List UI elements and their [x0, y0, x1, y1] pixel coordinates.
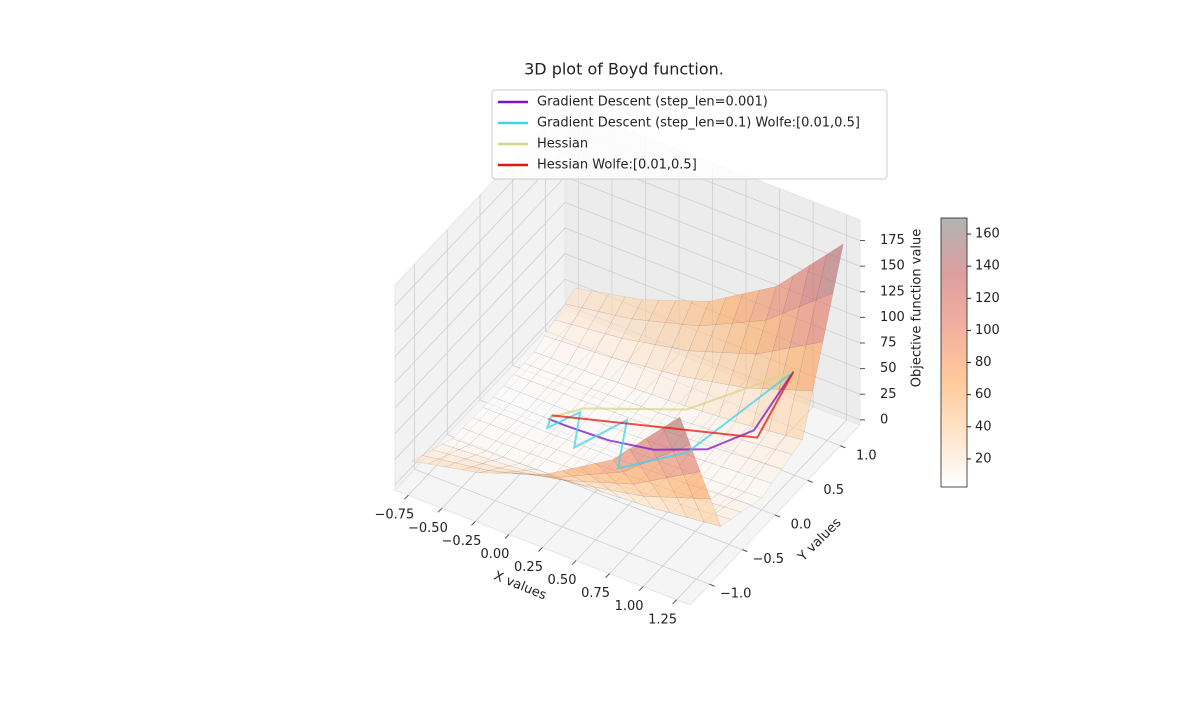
x-tick	[538, 547, 543, 552]
x-tick	[404, 494, 409, 500]
surface-patch	[775, 435, 803, 455]
x-tick-label: 0.00	[481, 547, 510, 562]
y-tick-label: −0.5	[753, 552, 785, 567]
x-tick	[605, 573, 610, 578]
grid-line	[414, 264, 710, 585]
surface-patch	[673, 444, 701, 475]
surface-patch	[764, 449, 793, 470]
x-tick-label: −0.50	[408, 521, 448, 536]
colorbar	[940, 217, 968, 488]
y-tick-label: 0.0	[791, 518, 812, 533]
y-tick-label: −1.0	[720, 587, 752, 602]
x-tick	[437, 507, 443, 513]
x-tick-label: 0.50	[548, 573, 577, 588]
legend-box	[491, 89, 888, 180]
x-tick-label: 1.25	[648, 612, 677, 627]
y-tick-label: 0.5	[823, 483, 844, 498]
x-tick-label: 0.25	[514, 560, 543, 575]
y-tick	[840, 445, 846, 449]
y-tick	[774, 514, 781, 518]
grid-line	[394, 201, 861, 383]
optimizer-path	[551, 371, 795, 439]
surface-patch	[723, 499, 752, 513]
x-tick	[638, 586, 644, 592]
z-axis-label: Objective function value	[910, 229, 925, 388]
x-tick	[504, 534, 510, 539]
colorbar-tick-label: 120	[975, 291, 1000, 306]
colorbar-tick-label: 20	[975, 451, 992, 466]
colorbar-tick-label: 140	[975, 259, 1000, 274]
legend-label: Hessian	[537, 137, 588, 152]
grid-line	[676, 214, 847, 601]
optimizer-path	[549, 370, 794, 419]
colorbar-tick-label: 80	[975, 355, 992, 370]
z-tick-label: 150	[880, 259, 905, 274]
chart-title: 3D plot of Boyd function.	[524, 60, 724, 79]
colorbar-tick-label: 160	[975, 227, 1000, 242]
z-tick-label: 100	[880, 310, 905, 325]
z-tick-label: 50	[880, 361, 897, 376]
surface-patch	[816, 243, 844, 301]
colorbar-tick-label: 100	[975, 323, 1000, 338]
y-tick	[709, 583, 715, 587]
x-tick-label: 0.75	[581, 586, 610, 601]
x-tick-label: 1.00	[615, 599, 644, 614]
legend: Gradient Descent (step_len=0.001) Gradien…	[491, 89, 888, 180]
z-tick-label: 25	[880, 387, 897, 402]
surface-patch	[754, 463, 783, 484]
x-tick	[672, 599, 677, 605]
grid-line	[446, 229, 743, 550]
colorbar-tick-label: 60	[975, 387, 992, 402]
optimizer-path	[548, 370, 795, 451]
x-tick	[571, 560, 577, 565]
x-tick-label: −0.25	[442, 534, 482, 549]
surface-patch	[785, 389, 813, 441]
surface-patch	[744, 477, 773, 499]
surface-patch	[805, 292, 834, 346]
y-tick-label: 1.0	[856, 448, 877, 463]
z-tick-label: 0	[880, 412, 888, 427]
legend-label: Gradient Descent (step_len=0.1) Wolfe:[0…	[537, 116, 860, 131]
legend-label: Gradient Descent (step_len=0.001)	[537, 95, 768, 110]
optimizer-path	[545, 370, 795, 470]
y-tick	[742, 549, 748, 553]
z-tick-label: 175	[880, 233, 905, 248]
surface-patch	[662, 416, 691, 452]
legend-label: Hessian Wolfe:[0.01,0.5]	[537, 158, 697, 173]
x-tick	[471, 521, 476, 526]
z-tick-label: 125	[880, 284, 905, 299]
surface-patch	[683, 471, 711, 500]
surface-patch	[795, 341, 824, 392]
z-tick-label: 75	[880, 336, 897, 351]
y-tick	[807, 479, 813, 483]
colorbar-tick-label: 40	[975, 419, 992, 434]
x-tick-label: −0.75	[374, 508, 414, 523]
